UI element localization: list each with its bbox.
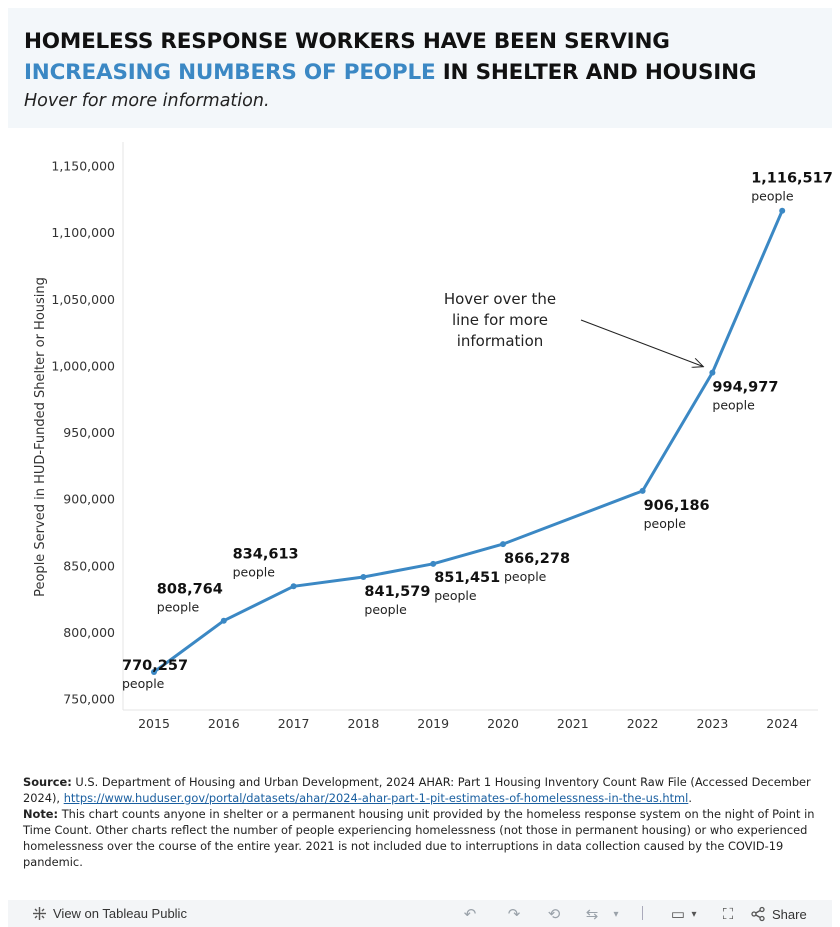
x-tick-label: 2024 [766, 716, 798, 731]
data-point-2016[interactable] [220, 617, 227, 624]
data-point-2024[interactable] [779, 207, 786, 214]
view-on-tableau-button[interactable]: View on Tableau Public [32, 906, 187, 921]
data-labels: 770,257 people 808,764 people 834,613 people 8… [122, 171, 833, 691]
data-point-2015[interactable] [151, 669, 157, 676]
download-dropdown-icon[interactable]: ▾ [691, 908, 697, 920]
x-tick-label: 2023 [696, 716, 728, 731]
annotation-text-line: Hover over the [444, 290, 556, 308]
data-label-value-2020: 866,278 [504, 551, 570, 567]
source-link[interactable]: https://www.huduser.gov/portal/datasets/… [63, 791, 689, 805]
title-accent-text: INCREASING NUMBERS OF PEOPLE [24, 60, 436, 85]
share-label: Share [772, 906, 807, 922]
source-label: Source: [23, 775, 72, 789]
y-tick-label: 950,000 [63, 425, 115, 440]
y-tick-label: 850,000 [63, 558, 115, 573]
data-label-unit-2015: people [122, 676, 165, 691]
annotation-text-line: information [457, 332, 544, 350]
tableau-toolbar: View on Tableau Public ↶ ↷ ⟲ ⇆ ▾ ▭ ▾ ⛶ S… [8, 900, 832, 927]
data-label-value-2015: 770,257 [122, 658, 188, 674]
data-point-2019[interactable] [430, 560, 437, 567]
x-tick-label: 2016 [208, 716, 240, 731]
y-tick-label: 900,000 [63, 492, 115, 507]
y-tick-label: 800,000 [63, 625, 115, 640]
y-tick-label: 750,000 [63, 692, 115, 707]
refresh-icon[interactable]: ⇆ [585, 906, 599, 923]
chart-title-line-1: HOMELESS RESPONSE WORKERS HAVE BEEN SERV… [24, 26, 816, 57]
data-point-2020[interactable] [500, 541, 506, 548]
tableau-icon [33, 907, 46, 920]
y-axis-title: People Served in HUD-Funded Shelter or H… [33, 277, 48, 597]
y-tick-label: 1,150,000 [51, 159, 115, 174]
data-label-value-2024: 1,116,517 [751, 171, 833, 187]
x-tick-label: 2019 [417, 716, 449, 731]
y-tick-label: 1,000,000 [51, 358, 115, 373]
x-axis: 2015 2016 2017 2018 2019 2020 2021 2022 2023 2024 [123, 709, 818, 731]
fullscreen-icon[interactable]: ⛶ [722, 905, 734, 923]
note-label: Note: [23, 807, 59, 821]
data-label-unit-2024: people [751, 189, 794, 204]
chart-notes: Source: U.S. Department of Housing and U… [23, 774, 823, 870]
share-icon [751, 906, 765, 922]
data-label-unit-2022: people [644, 516, 687, 531]
chart-subtitle: Hover for more information. [24, 91, 270, 111]
x-tick-label: 2015 [138, 716, 170, 731]
line-chart[interactable]: 750,000 800,000 850,000 900,000 950,000 1,000… [0, 130, 840, 750]
data-point-2018[interactable] [360, 573, 367, 580]
view-on-tableau-label: View on Tableau Public [53, 906, 187, 921]
data-label-value-2017: 834,613 [233, 546, 299, 562]
x-tick-label: 2021 [557, 716, 589, 731]
line-chart-svg[interactable]: 750,000 800,000 850,000 900,000 950,000 1,000… [0, 130, 840, 750]
data-label-unit-2023: people [712, 398, 755, 413]
annotation-arrow [580, 319, 703, 367]
data-label-unit-2016: people [157, 600, 200, 615]
download-icon[interactable]: ▭ [670, 906, 686, 923]
data-point-2023[interactable] [709, 369, 716, 376]
data-label-unit-2019: people [434, 588, 477, 603]
data-label-value-2023: 994,977 [712, 380, 778, 396]
y-axis: 750,000 800,000 850,000 900,000 950,000 1,000… [51, 142, 124, 710]
data-label-unit-2017: people [233, 564, 276, 579]
data-label-value-2022: 906,186 [644, 498, 710, 514]
title-text-2: IN SHELTER AND HOUSING [435, 60, 757, 85]
source-note: Source: U.S. Department of Housing and U… [23, 774, 823, 806]
x-tick-label: 2020 [487, 716, 519, 731]
redo-icon[interactable]: ↷ [507, 906, 521, 923]
toolbar-divider [642, 906, 643, 920]
data-point-2022[interactable] [639, 487, 646, 494]
x-tick-label: 2022 [627, 716, 659, 731]
refresh-dropdown-icon[interactable]: ▾ [613, 908, 619, 920]
data-label-unit-2018: people [364, 602, 407, 617]
x-tick-label: 2018 [347, 716, 379, 731]
chart-title-line-2: INCREASING NUMBERS OF PEOPLE IN SHELTER … [24, 57, 816, 88]
data-label-value-2018: 841,579 [364, 584, 430, 600]
annotation-text-line: line for more [452, 311, 548, 329]
y-tick-label: 1,100,000 [51, 225, 115, 240]
source-end: . [688, 791, 692, 805]
revert-icon[interactable]: ⟲ [547, 906, 561, 923]
note: Note: This chart counts anyone in shelte… [23, 806, 823, 870]
x-tick-label: 2017 [278, 716, 310, 731]
data-label-unit-2020: people [504, 569, 547, 584]
share-button[interactable]: Share [750, 906, 807, 922]
source-text: U.S. Department of Housing and Urban Dev… [23, 775, 811, 805]
y-tick-label: 1,050,000 [51, 292, 115, 307]
series-people-served[interactable] [151, 207, 786, 676]
data-label-value-2019: 851,451 [434, 570, 500, 586]
note-text: This chart counts anyone in shelter or a… [23, 807, 815, 869]
chart-header: HOMELESS RESPONSE WORKERS HAVE BEEN SERV… [8, 8, 832, 128]
data-point-2017[interactable] [290, 583, 297, 590]
undo-icon[interactable]: ↶ [463, 906, 477, 923]
title-text-1: HOMELESS RESPONSE WORKERS HAVE BEEN SERV… [24, 29, 670, 54]
data-label-value-2016: 808,764 [157, 582, 223, 598]
hover-annotation: Hover over the line for more information [444, 290, 704, 367]
